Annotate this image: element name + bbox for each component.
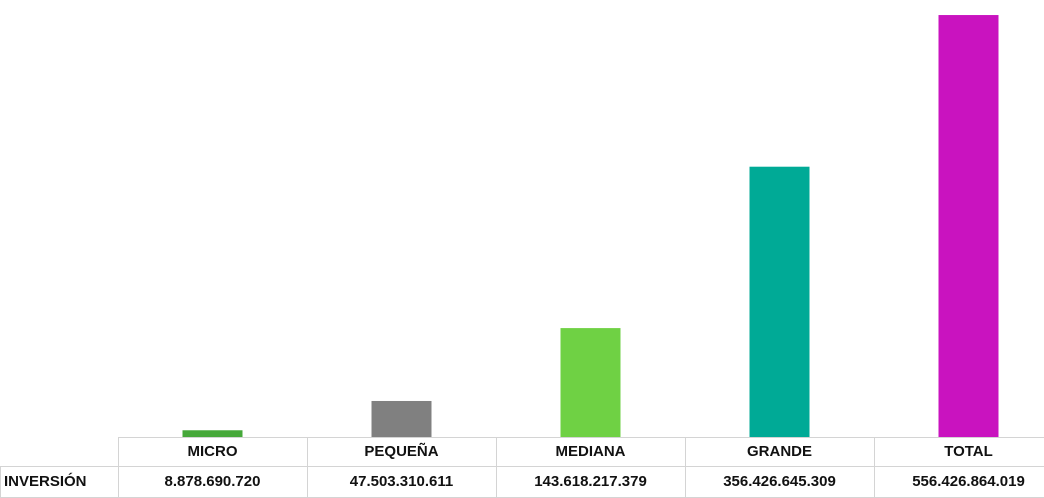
- value-label: 143.618.217.379: [534, 473, 647, 490]
- value-label: 356.426.645.309: [723, 473, 836, 490]
- bar: [749, 166, 810, 438]
- x-tick-label: GRANDE: [747, 443, 812, 460]
- value-label: 556.426.864.019: [912, 473, 1025, 490]
- x-tick-label: MICRO: [188, 443, 238, 460]
- value-label: 8.878.690.720: [165, 473, 261, 490]
- legend-label: INVERSIÓN: [4, 472, 87, 490]
- bar: [371, 400, 432, 437]
- x-tick-label: TOTAL: [944, 443, 993, 460]
- bar: [560, 328, 621, 437]
- bar: [938, 15, 999, 437]
- x-tick-label: PEQUEÑA: [364, 442, 438, 460]
- bar: [182, 430, 243, 437]
- x-tick-label: MEDIANA: [556, 443, 626, 460]
- value-label: 47.503.310.611: [350, 473, 453, 490]
